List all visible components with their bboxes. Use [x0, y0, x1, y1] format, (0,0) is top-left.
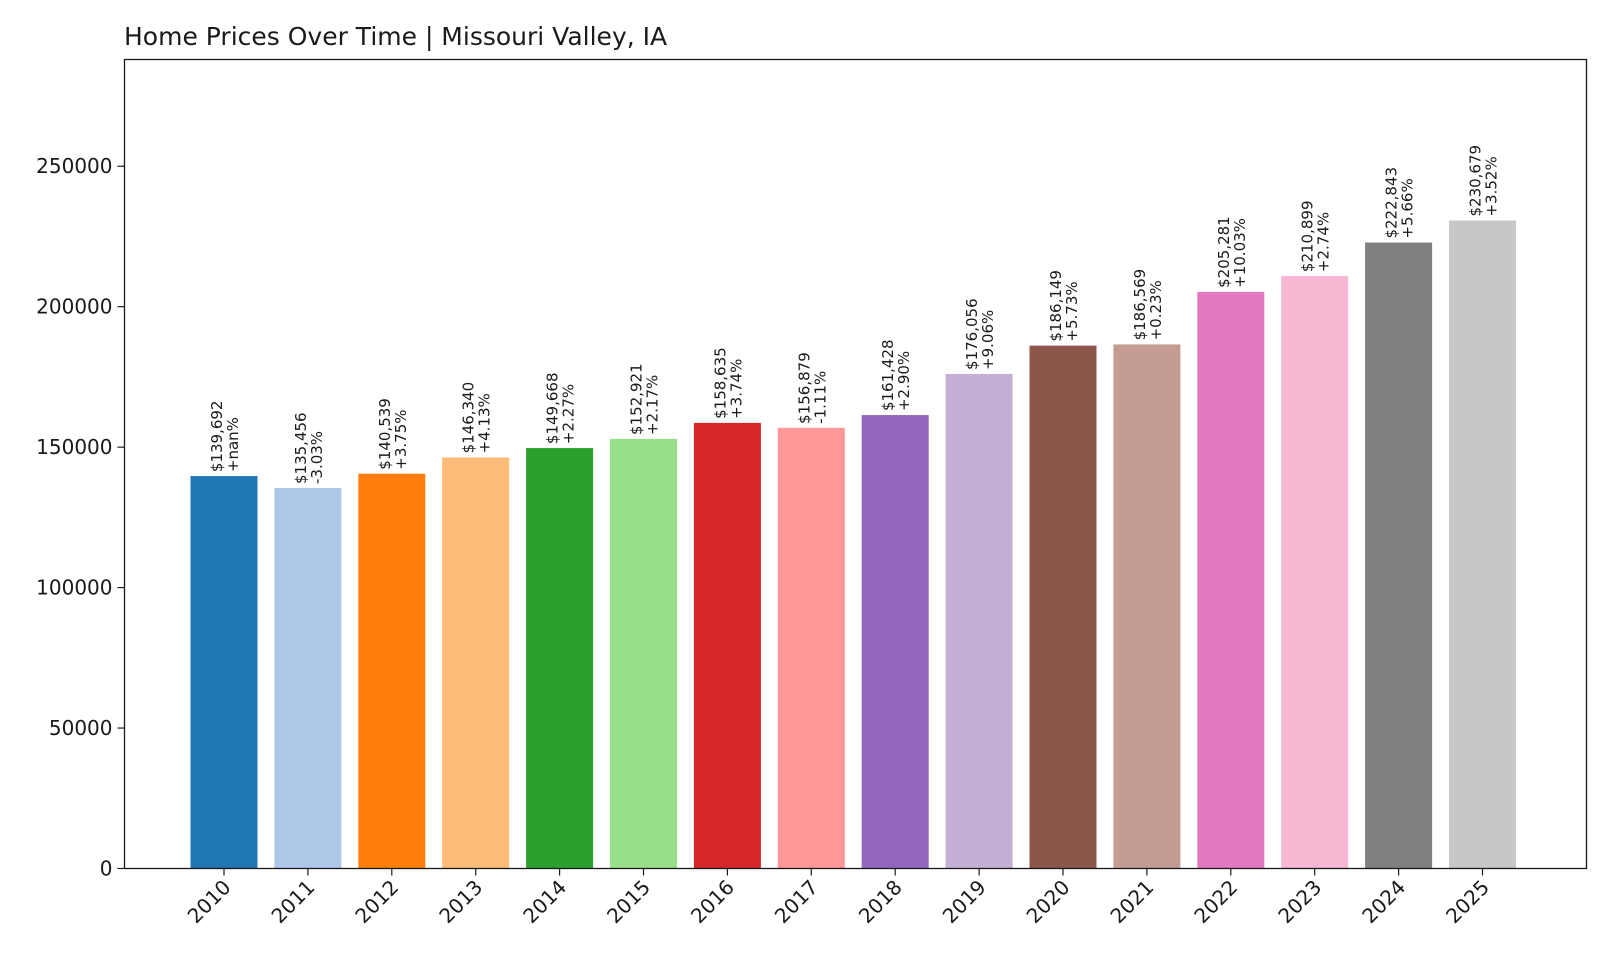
bars-group	[190, 220, 1516, 869]
value-label: $156,879	[795, 352, 813, 424]
value-label: $161,428	[879, 339, 897, 411]
bar-label-2024: $222,843+5.66%	[1383, 167, 1417, 239]
change-label: +2.17%	[644, 375, 662, 435]
bar-label-2018: $161,428+2.90%	[879, 339, 913, 411]
bar-2021	[1113, 344, 1181, 869]
x-tick-label: 2017	[770, 875, 823, 928]
bar-label-2023: $210,899+2.74%	[1299, 201, 1333, 273]
bar-label-2016: $158,635+3.74%	[711, 347, 745, 419]
value-label: $186,569	[1131, 269, 1149, 341]
x-tick-label: 2016	[686, 875, 739, 928]
x-tick-label: 2010	[183, 875, 236, 928]
change-label: +2.27%	[560, 384, 578, 444]
change-label: +4.13%	[476, 393, 494, 453]
bar-label-2015: $152,921+2.17%	[628, 363, 662, 435]
change-label: +5.66%	[1399, 178, 1417, 238]
value-label: $176,056	[963, 298, 981, 370]
change-label: +5.73%	[1063, 281, 1081, 341]
change-label: +10.03%	[1231, 218, 1249, 288]
bar-label-2020: $186,149+5.73%	[1047, 270, 1081, 342]
bar-label-2021: $186,569+0.23%	[1131, 269, 1165, 341]
change-label: +3.75%	[392, 409, 410, 469]
bar-2019	[945, 373, 1013, 869]
value-label: $230,679	[1467, 145, 1485, 217]
x-tick-label: 2020	[1022, 875, 1075, 928]
x-tick-label: 2014	[518, 875, 571, 928]
change-label: -1.11%	[811, 371, 829, 424]
value-label: $222,843	[1383, 167, 1401, 239]
value-label: $146,340	[460, 382, 478, 454]
x-tick-label: 2013	[434, 875, 487, 928]
change-label: +3.52%	[1483, 156, 1501, 216]
bar-2023	[1281, 276, 1349, 869]
bar-2024	[1365, 242, 1433, 869]
plot-frame	[123, 58, 1588, 870]
value-label: $205,281	[1215, 216, 1233, 288]
bar-2011	[274, 488, 342, 869]
x-tick-label: 2021	[1105, 875, 1158, 928]
x-axis: 2010 2011 2012 2013 2014 2015 2016 2017 2018 2019…	[183, 868, 1494, 928]
x-tick-label: 2022	[1189, 875, 1242, 928]
bar-2025	[1449, 220, 1516, 869]
x-tick-label: 2018	[854, 875, 907, 928]
x-tick-label: 2023	[1273, 875, 1326, 928]
x-tick-label: 2015	[602, 875, 655, 928]
y-tick-label: 50000	[49, 716, 113, 740]
chart-title: Home Prices Over Time | Missouri Valley,…	[124, 22, 667, 51]
bar-label-2022: $205,281+10.03%	[1215, 216, 1249, 288]
bar-2012	[358, 473, 426, 869]
bar-2014	[526, 448, 594, 869]
change-label: +3.74%	[727, 359, 745, 419]
change-label: +2.90%	[895, 351, 913, 411]
change-label: +nan%	[224, 417, 242, 472]
change-label: +9.06%	[979, 310, 997, 370]
bar-label-2019: $176,056+9.06%	[963, 298, 997, 370]
bar-2010	[190, 476, 258, 869]
bar-label-2025: $230,679+3.52%	[1467, 145, 1501, 217]
bar-2013	[442, 457, 510, 869]
bar-label-2017: $156,879-1.11%	[795, 352, 829, 424]
change-label: -3.03%	[308, 431, 326, 484]
y-tick-label: 100000	[36, 576, 112, 600]
value-label: $158,635	[711, 347, 729, 419]
value-label: $152,921	[628, 363, 646, 435]
x-tick-label: 2025	[1441, 875, 1494, 928]
x-tick-label: 2024	[1357, 875, 1410, 928]
y-tick-label: 150000	[36, 435, 112, 459]
bar-2017	[777, 427, 845, 869]
change-label: +0.23%	[1147, 280, 1165, 340]
value-label: $210,899	[1299, 201, 1317, 273]
bar-label-2011: $135,456-3.03%	[292, 412, 326, 484]
bar-2016	[693, 422, 761, 869]
x-tick-label: 2019	[938, 875, 991, 928]
bar-2015	[610, 438, 677, 869]
bar-2022	[1197, 291, 1265, 869]
bar-label-2010: $139,692+nan%	[208, 401, 242, 473]
value-label: $186,149	[1047, 270, 1065, 342]
bar-label-2014: $149,668+2.27%	[544, 373, 578, 445]
x-tick-label: 2012	[350, 875, 403, 928]
y-tick-label: 0	[100, 857, 113, 881]
y-tick-label: 200000	[36, 295, 112, 319]
y-axis: 0 50000 100000 150000 200000 250000	[36, 154, 125, 881]
value-label: $139,692	[208, 401, 226, 473]
change-label: +2.74%	[1315, 212, 1333, 272]
value-label: $140,539	[376, 398, 394, 470]
bar-labels-group: $139,692+nan% $135,456-3.03% $140,539+3.75…	[208, 145, 1501, 484]
value-label: $135,456	[292, 412, 310, 484]
y-tick-label: 250000	[36, 154, 112, 178]
bar-label-2012: $140,539+3.75%	[376, 398, 410, 470]
x-tick-label: 2011	[266, 875, 319, 928]
bar-2018	[861, 415, 929, 869]
bar-label-2013: $146,340+4.13%	[460, 382, 494, 454]
value-label: $149,668	[544, 373, 562, 445]
bar-2020	[1029, 345, 1097, 869]
